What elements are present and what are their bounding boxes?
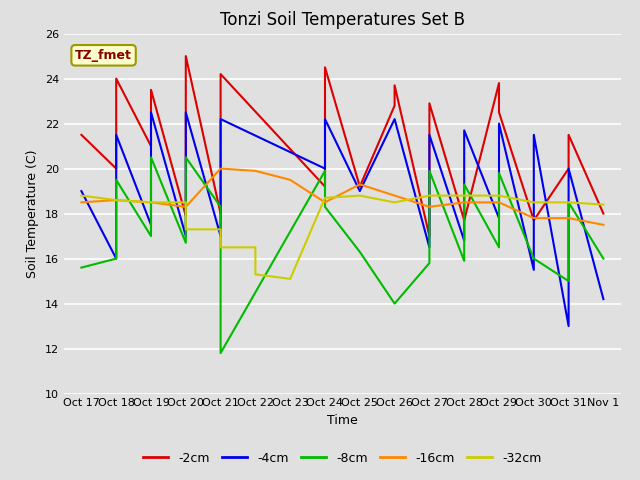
Legend: -2cm, -4cm, -8cm, -16cm, -32cm: -2cm, -4cm, -8cm, -16cm, -32cm <box>138 447 547 469</box>
X-axis label: Time: Time <box>327 414 358 427</box>
Title: Tonzi Soil Temperatures Set B: Tonzi Soil Temperatures Set B <box>220 11 465 29</box>
Text: TZ_fmet: TZ_fmet <box>75 49 132 62</box>
Y-axis label: Soil Temperature (C): Soil Temperature (C) <box>26 149 39 278</box>
